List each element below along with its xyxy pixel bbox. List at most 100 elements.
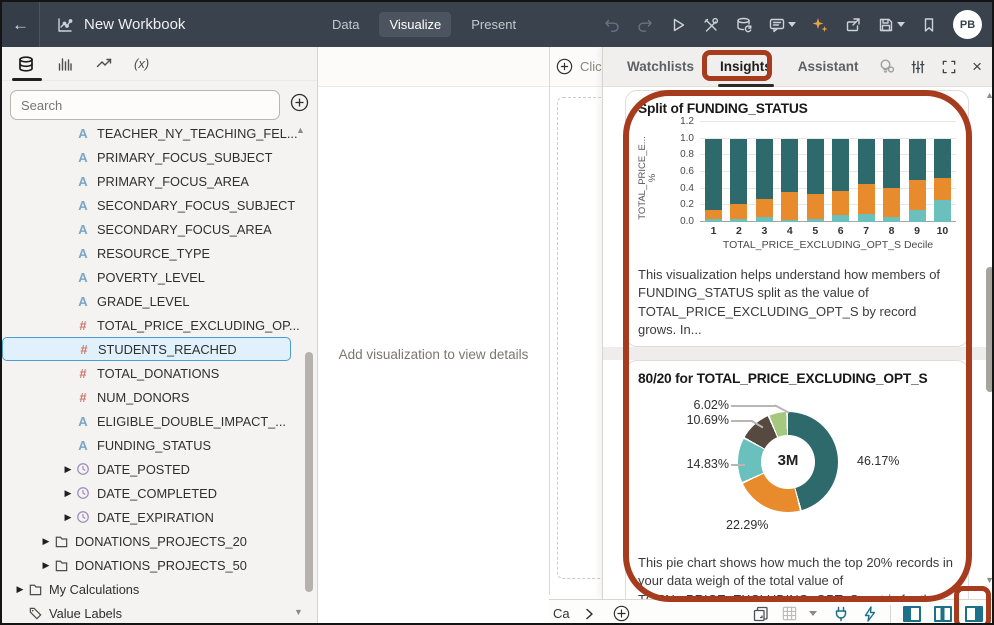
field-row[interactable]: ▶ DONATIONS_PROJECTS_50 bbox=[2, 553, 317, 577]
expand-panel-icon[interactable] bbox=[941, 59, 957, 75]
tools-icon[interactable] bbox=[702, 16, 720, 34]
avatar[interactable]: PB bbox=[953, 10, 982, 39]
field-row[interactable]: A PRIMARY_FOCUS_AREA bbox=[2, 169, 317, 193]
tab-watchlists[interactable]: Watchlists bbox=[627, 59, 695, 74]
field-row[interactable]: A TEACHER_NY_TEACHING_FEL... bbox=[2, 121, 317, 145]
insight-card-bar[interactable]: Split of FUNDING_STATUS TOTAL_PRICE_E...… bbox=[625, 90, 969, 347]
canvas-list-chevron-icon[interactable] bbox=[583, 607, 595, 621]
text-attribute-icon: A bbox=[78, 125, 88, 141]
field-row[interactable]: A PRIMARY_FOCUS_SUBJECT bbox=[2, 145, 317, 169]
expand-caret-icon[interactable]: ▶ bbox=[64, 463, 72, 474]
panel-scroll-up-icon[interactable]: ▲ bbox=[985, 90, 994, 100]
stacked-bar[interactable] bbox=[806, 138, 824, 222]
comments-caret-icon[interactable] bbox=[788, 22, 796, 27]
comments-icon[interactable] bbox=[768, 16, 796, 34]
field-row[interactable]: A POVERTY_LEVEL bbox=[2, 265, 317, 289]
stacked-bar[interactable] bbox=[781, 138, 799, 222]
bookmark-icon[interactable] bbox=[920, 16, 938, 34]
field-row[interactable]: A SECONDARY_FOCUS_AREA bbox=[2, 217, 317, 241]
back-button[interactable]: ← bbox=[2, 2, 40, 47]
list-scroll-up-icon[interactable]: ▲ bbox=[296, 125, 305, 135]
field-row[interactable]: # STUDENTS_REACHED bbox=[2, 337, 291, 361]
layout-left-button[interactable] bbox=[902, 604, 922, 624]
stacked-bar[interactable] bbox=[730, 138, 748, 222]
grid-icon[interactable] bbox=[781, 605, 798, 622]
field-label: STUDENTS_REACHED bbox=[98, 341, 237, 357]
duplicate-canvas-icon[interactable] bbox=[752, 605, 770, 623]
preview-icon[interactable] bbox=[669, 16, 687, 34]
save-icon[interactable] bbox=[877, 16, 905, 34]
panel-scrollbar[interactable] bbox=[986, 267, 992, 392]
insight-suggestions-icon[interactable] bbox=[878, 58, 895, 75]
tab-data[interactable]: Data bbox=[332, 17, 360, 32]
stacked-bar[interactable] bbox=[705, 138, 722, 222]
expand-caret-icon[interactable]: ▶ bbox=[42, 535, 50, 546]
bar-segment bbox=[755, 217, 773, 222]
field-row[interactable]: ▶ DATE_COMPLETED bbox=[2, 481, 317, 505]
field-row[interactable]: ▶ DONATIONS_PROJECTS_20 bbox=[2, 529, 317, 553]
filter-hint-text: Click bbox=[580, 59, 609, 74]
save-caret-icon[interactable] bbox=[897, 22, 905, 27]
ai-sparkle-icon[interactable] bbox=[811, 16, 829, 34]
insight-description: This visualization helps understand how … bbox=[638, 267, 941, 338]
stacked-bar[interactable] bbox=[908, 138, 926, 222]
export-icon[interactable] bbox=[844, 16, 862, 34]
filter-bar[interactable]: Click bbox=[556, 58, 608, 75]
stacked-bar[interactable] bbox=[933, 138, 951, 222]
plug-icon[interactable] bbox=[832, 605, 850, 623]
field-row[interactable]: Value Labels bbox=[2, 601, 317, 623]
field-row[interactable]: A RESOURCE_TYPE bbox=[2, 241, 317, 265]
data-tab-icon[interactable] bbox=[17, 55, 35, 73]
stacked-bar[interactable] bbox=[755, 138, 773, 222]
expand-caret-icon[interactable]: ▶ bbox=[64, 511, 72, 522]
lightning-icon[interactable] bbox=[861, 605, 879, 623]
field-row[interactable]: A SECONDARY_FOCUS_SUBJECT bbox=[2, 193, 317, 217]
field-row[interactable]: ▶ DATE_EXPIRATION bbox=[2, 505, 317, 529]
text-attribute-icon: A bbox=[78, 269, 88, 285]
field-row[interactable]: ▶ My Calculations bbox=[2, 577, 317, 601]
add-canvas-icon[interactable] bbox=[613, 605, 630, 622]
tab-insights[interactable]: Insights bbox=[718, 47, 774, 87]
close-panel-icon[interactable]: × bbox=[972, 57, 982, 76]
expand-caret-icon[interactable]: ▶ bbox=[16, 583, 24, 594]
insight-card-pie[interactable]: 80/20 for TOTAL_PRICE_EXCLUDING_OPT_S 3M… bbox=[625, 360, 969, 599]
bar-segment bbox=[730, 138, 748, 204]
tab-visualize[interactable]: Visualize bbox=[379, 12, 452, 37]
tab-assistant[interactable]: Assistant bbox=[797, 59, 859, 74]
pie-label: 22.29% bbox=[726, 518, 769, 532]
bar-segment bbox=[933, 138, 951, 178]
field-label: DATE_EXPIRATION bbox=[97, 509, 214, 525]
undo-icon[interactable] bbox=[603, 16, 621, 34]
expand-caret-icon[interactable]: ▶ bbox=[64, 487, 72, 498]
canvas-tab[interactable]: Ca bbox=[553, 606, 570, 621]
panel-scroll-down-icon[interactable]: ▼ bbox=[985, 575, 994, 585]
sidebar-scrollbar[interactable] bbox=[305, 352, 313, 592]
stacked-bar[interactable] bbox=[883, 138, 901, 222]
stacked-bar[interactable] bbox=[832, 138, 850, 222]
grid-caret-icon[interactable] bbox=[809, 611, 817, 616]
field-row[interactable]: # TOTAL_DONATIONS bbox=[2, 361, 317, 385]
calculations-tab-icon[interactable]: (x) bbox=[134, 56, 150, 71]
measure-icon: # bbox=[79, 317, 87, 333]
field-row[interactable]: # NUM_DONORS bbox=[2, 385, 317, 409]
visualizations-tab-icon[interactable] bbox=[56, 55, 74, 73]
field-row[interactable]: ▶ DATE_POSTED bbox=[2, 457, 317, 481]
bar-chart-y-axis-title: TOTAL_PRICE_E...% bbox=[637, 136, 658, 220]
layout-middle-button[interactable] bbox=[933, 604, 953, 624]
refresh-data-icon[interactable] bbox=[735, 16, 753, 34]
search-input[interactable] bbox=[10, 90, 280, 120]
filter-settings-icon[interactable] bbox=[910, 59, 926, 75]
expand-caret-icon[interactable]: ▶ bbox=[42, 559, 50, 570]
layout-right-button[interactable] bbox=[964, 604, 984, 624]
redo-icon[interactable] bbox=[636, 16, 654, 34]
field-label: DONATIONS_PROJECTS_50 bbox=[75, 557, 247, 573]
tab-present[interactable]: Present bbox=[471, 17, 517, 32]
field-row[interactable]: A GRADE_LEVEL bbox=[2, 289, 317, 313]
list-scroll-down-icon[interactable]: ▼ bbox=[294, 607, 303, 617]
field-row[interactable]: A FUNDING_STATUS bbox=[2, 433, 317, 457]
field-row[interactable]: # TOTAL_PRICE_EXCLUDING_OP... bbox=[2, 313, 317, 337]
field-row[interactable]: A ELIGIBLE_DOUBLE_IMPACT_... bbox=[2, 409, 317, 433]
analytics-tab-icon[interactable] bbox=[95, 55, 113, 73]
stacked-bar[interactable] bbox=[857, 138, 875, 222]
add-data-icon[interactable] bbox=[290, 93, 309, 117]
